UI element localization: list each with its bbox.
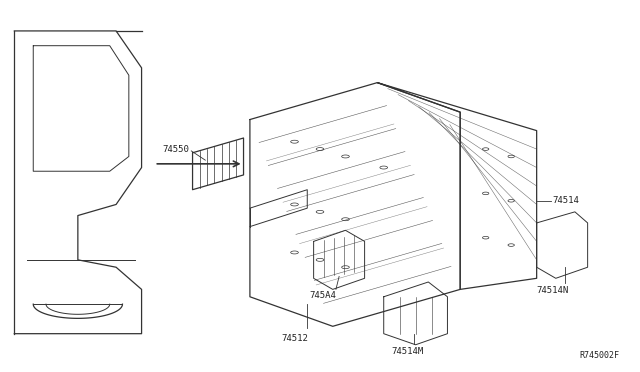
Text: 74514N: 74514N: [536, 286, 569, 295]
Text: 74550: 74550: [163, 145, 189, 154]
Text: 74514: 74514: [552, 196, 579, 205]
Text: 74512: 74512: [281, 334, 308, 343]
Text: 745A4: 745A4: [310, 291, 337, 300]
Text: 74514M: 74514M: [392, 347, 424, 356]
Text: R745002F: R745002F: [579, 350, 620, 359]
